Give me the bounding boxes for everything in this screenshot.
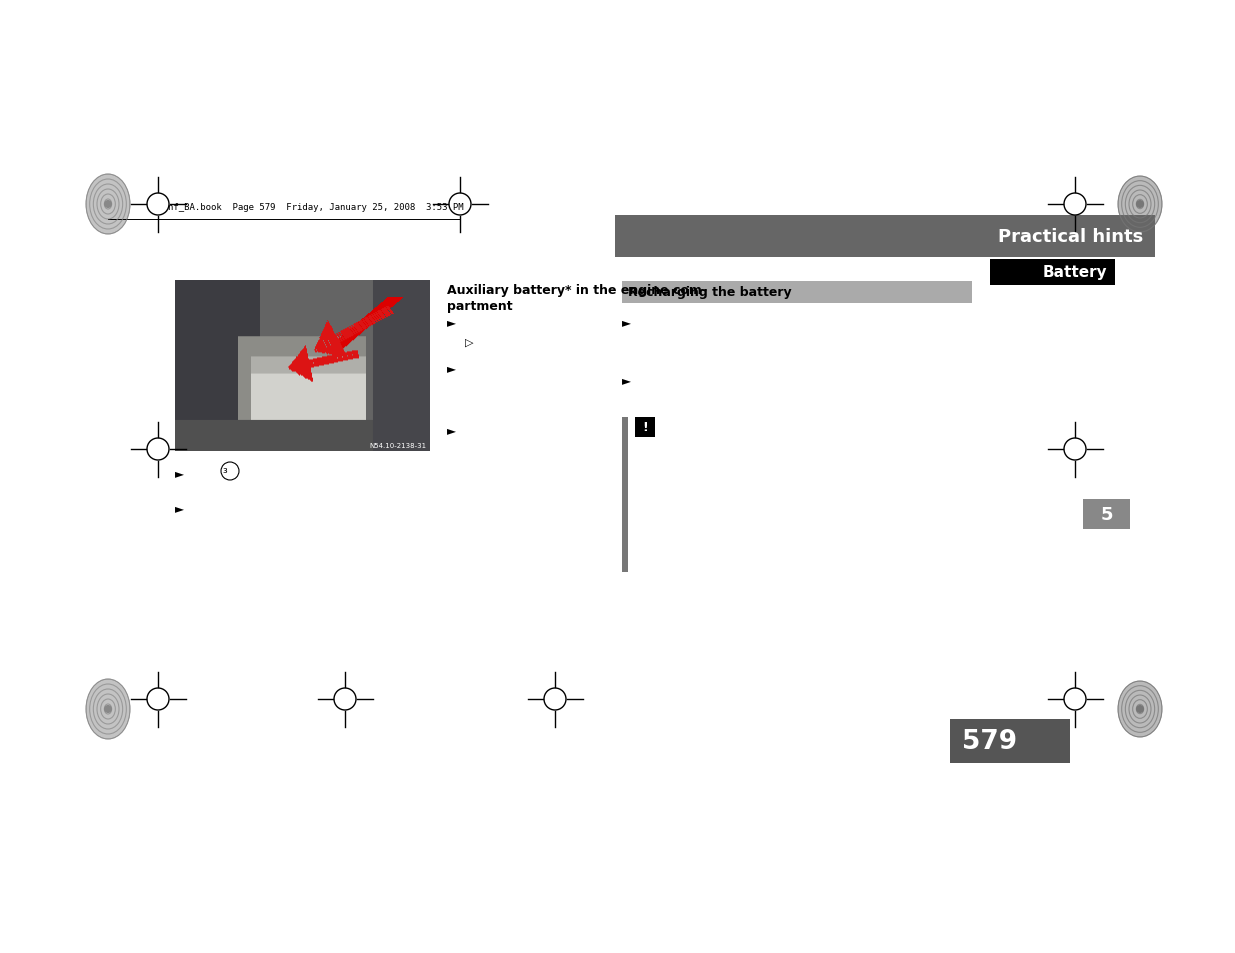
Bar (950, 720, 1070, 763)
Ellipse shape (86, 679, 130, 740)
Bar (622, 282, 972, 304)
Text: Practical hints: Practical hints (998, 228, 1144, 246)
Text: Recharging the battery: Recharging the battery (629, 286, 792, 299)
Bar (1083, 499, 1130, 530)
Text: ►: ► (175, 467, 184, 479)
Text: ³: ³ (222, 467, 227, 479)
Circle shape (105, 201, 111, 208)
Bar (622, 417, 629, 573)
Bar (990, 260, 1115, 286)
Circle shape (1136, 706, 1144, 713)
Text: ▷: ▷ (466, 337, 473, 348)
Text: partment: partment (447, 299, 513, 313)
Bar (635, 417, 655, 437)
Text: ►: ► (447, 361, 456, 375)
Text: ►: ► (447, 423, 456, 436)
Bar (615, 215, 1155, 257)
Circle shape (1136, 201, 1144, 208)
Text: Auxiliary battery* in the engine com-: Auxiliary battery* in the engine com- (447, 284, 706, 296)
Text: ►: ► (175, 501, 184, 515)
Ellipse shape (1118, 177, 1162, 233)
Text: 579: 579 (962, 728, 1018, 754)
Text: !: ! (642, 421, 648, 434)
Circle shape (105, 706, 111, 713)
Text: 5: 5 (1100, 505, 1113, 523)
Text: Battery: Battery (1042, 265, 1107, 280)
Ellipse shape (1118, 681, 1162, 738)
Ellipse shape (86, 174, 130, 234)
Text: ►: ► (622, 315, 631, 329)
Text: ►: ► (622, 374, 631, 387)
Text: N54.10-2138-31: N54.10-2138-31 (369, 442, 427, 449)
Text: nf_BA.book  Page 579  Friday, January 25, 2008  3:53 PM: nf_BA.book Page 579 Friday, January 25, … (168, 202, 463, 212)
Text: ►: ► (447, 315, 456, 329)
